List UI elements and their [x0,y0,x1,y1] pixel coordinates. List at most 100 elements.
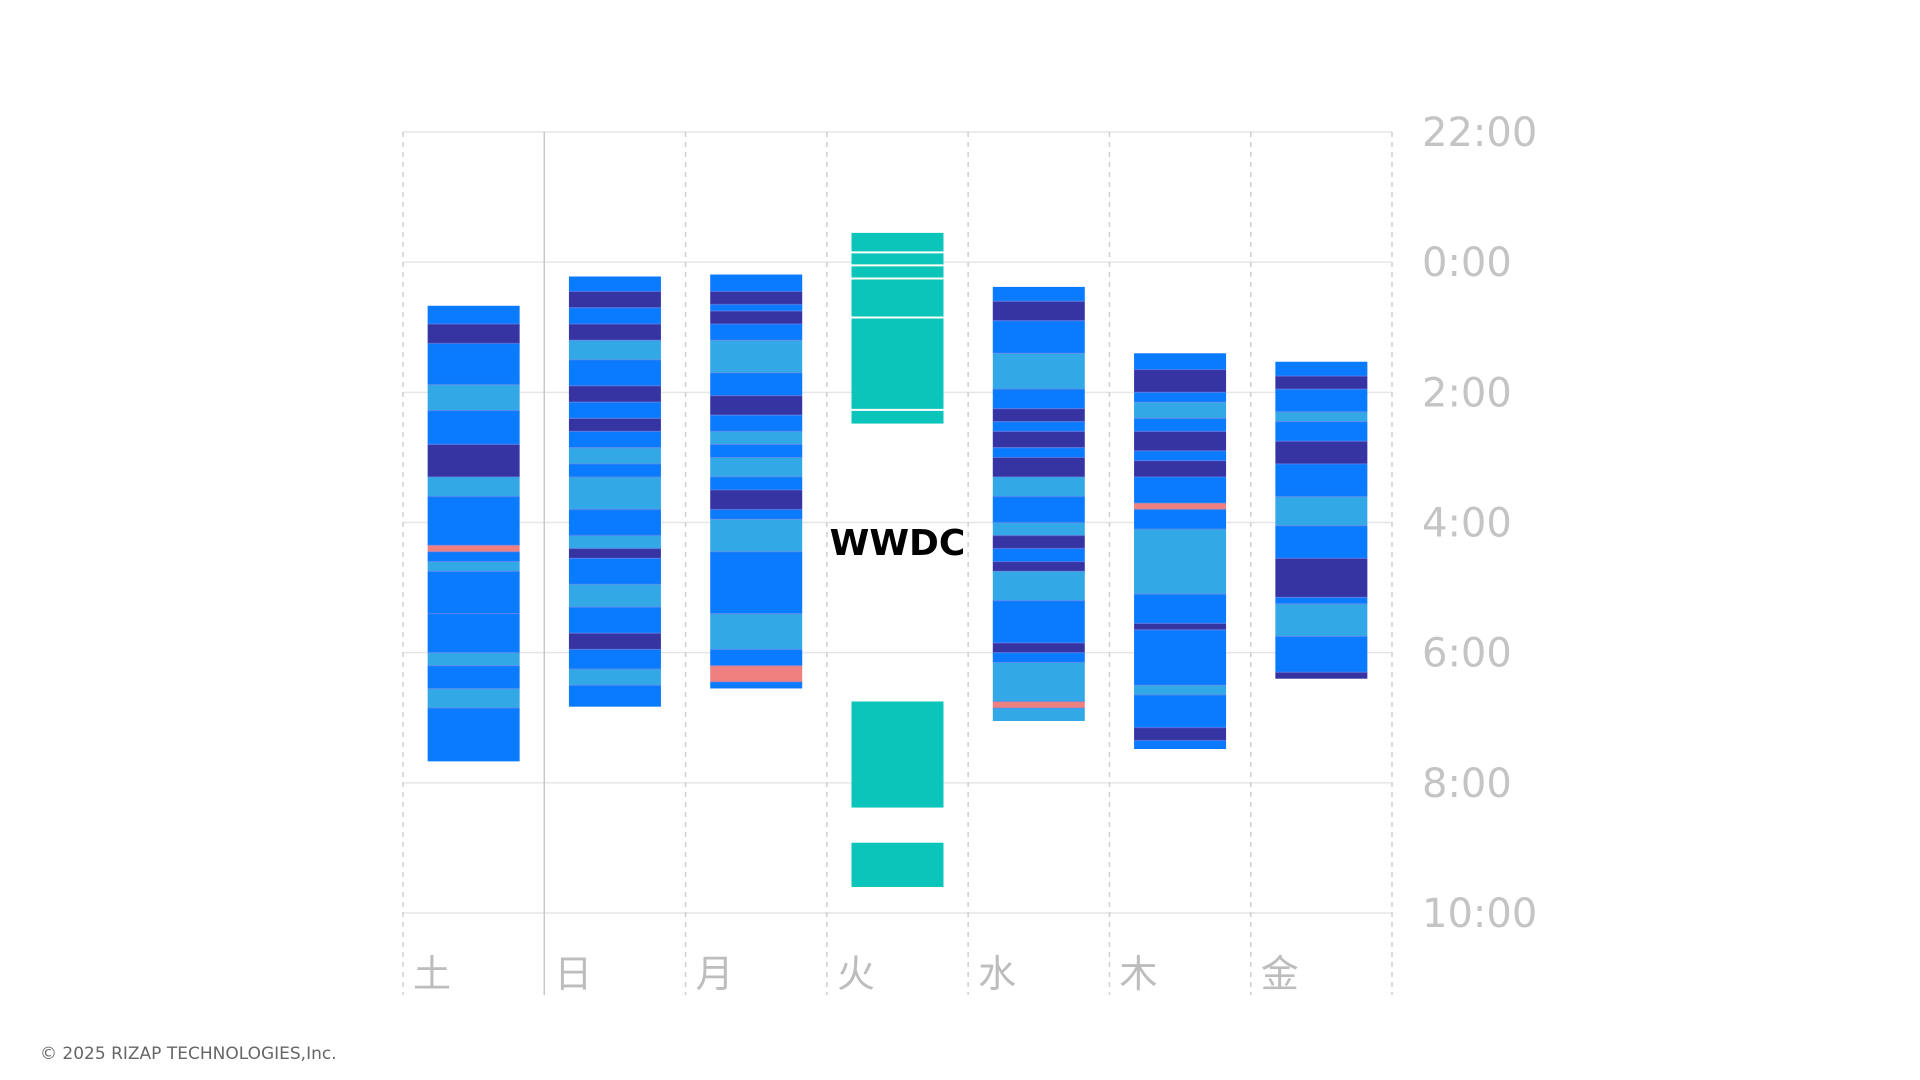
sleep-segment-core [710,649,803,666]
sleep-segment-awake [427,545,520,552]
sleep-segment-in_bed [851,701,944,808]
sleep-segment-rem [1275,496,1368,526]
sleep-segment-core [1134,740,1227,749]
sleep-segment-core [1134,353,1227,370]
sleep-segment-core [1134,476,1227,503]
sleep-segment-deep [568,291,661,308]
sleep-segment-core [710,551,803,614]
sleep-segment-core [568,359,661,386]
sleep-segment-core [568,685,661,707]
sleep-segment-core [1275,463,1368,497]
sleep-segment-core [992,389,1085,409]
sleep-segment-core [568,509,661,536]
sleep-segment-core [992,421,1085,432]
sleep-segment-core [1275,389,1368,412]
sleep-segment-core [992,320,1085,354]
sleep-segment-deep [568,323,661,341]
sleep-segment-deep [568,633,661,650]
time-tick-label: 4:00 [1422,501,1512,547]
sleep-segment-awake [710,665,803,682]
sleep-segment-rem [568,447,661,464]
day-label: 水 [978,952,1016,996]
sleep-segment-core [427,707,520,762]
sleep-segment-deep [992,535,1085,549]
sleep-segment-core [427,613,520,653]
sleep-segment-core [992,548,1085,562]
sleep-segment-rem [568,340,661,360]
sleep-segment-deep [568,418,661,432]
sleep-segment-deep [710,395,803,416]
sleep-segment-rem [1134,529,1227,595]
sleep-segment-core [427,496,520,546]
sleep-segment-core [568,402,661,419]
sleep-segment-deep [992,431,1085,448]
sleep-segment-deep [992,408,1085,422]
sleep-segment-rem [992,662,1085,702]
sleep-segment-core [1134,450,1227,461]
day-label: 金 [1261,952,1299,996]
sleep-segment-core [568,607,661,634]
sleep-segment-core [992,447,1085,458]
sleep-segment-rem [992,522,1085,536]
sleep-segment-rem [710,519,803,552]
sleep-segment-core [710,323,803,341]
sleep-segment-awake [992,701,1085,708]
sleep-segment-core [710,274,803,292]
sleep-segment-deep [1134,623,1227,630]
sleep-segment-core [1275,361,1368,377]
sleep-segment-rem [568,476,661,510]
sleep-segment-core [1275,636,1368,673]
sleep-segment-core [427,305,520,324]
sleep-segment-deep [710,489,803,510]
sleep-segment-in_bed [851,232,944,424]
sleep-segment-core [1134,629,1227,686]
sleep-segment-rem [427,688,520,708]
day-label: 火 [837,952,875,996]
sleep-segment-rem [1275,603,1368,637]
sleep-segment-rem [710,340,803,373]
sleep-segment-core [427,665,520,689]
sleep-segment-core [992,496,1085,523]
sleep-segment-awake [1134,502,1227,510]
sleep-segment-rem [992,707,1085,722]
sleep-segment-rem [427,476,520,497]
sleep-segment-core [1134,594,1227,624]
sleep-segment-core [568,649,661,669]
sleep-segment-core [1275,597,1368,604]
sleep-segment-rem [1275,411,1368,422]
sleep-segment-deep [992,642,1085,653]
sleep-segment-rem [427,561,520,572]
sleep-segment-rem [568,668,661,686]
sleep-segment-rem [710,613,803,650]
sleep-segment-core [710,304,803,311]
sleep-segment-deep [1134,369,1227,393]
sleep-segment-core [568,276,661,292]
sleep-segment-rem [992,571,1085,601]
sleep-segment-deep [710,291,803,305]
sleep-segment-rem [992,476,1085,497]
sleep-segment-deep [1134,460,1227,477]
sleep-segment-deep [1275,441,1368,464]
sleep-segment-rem [427,384,520,411]
sleep-segment-deep [427,444,520,477]
sleep-segment-rem [710,431,803,445]
sleep-segment-core [992,652,1085,663]
sleep-segment-deep [427,323,520,344]
day-label: 土 [413,952,451,996]
sleep-segment-core [710,444,803,458]
sleep-segment-in_bed [851,842,944,887]
time-tick-label: 6:00 [1422,631,1512,677]
time-tick-label: 22:00 [1422,110,1537,156]
sleep-segment-deep [992,457,1085,477]
sleep-segment-core [568,558,661,585]
sleep-segment-core [710,415,803,432]
sleep-segment-rem [1134,685,1227,695]
sleep-segment-rem [1134,402,1227,419]
sleep-segment-core [568,307,661,324]
sleep-segment-deep [568,548,661,559]
sleep-segment-deep [1275,376,1368,390]
day-label: 木 [1119,952,1157,996]
sleep-segment-rem [427,652,520,666]
sleep-segment-core [1134,694,1227,728]
